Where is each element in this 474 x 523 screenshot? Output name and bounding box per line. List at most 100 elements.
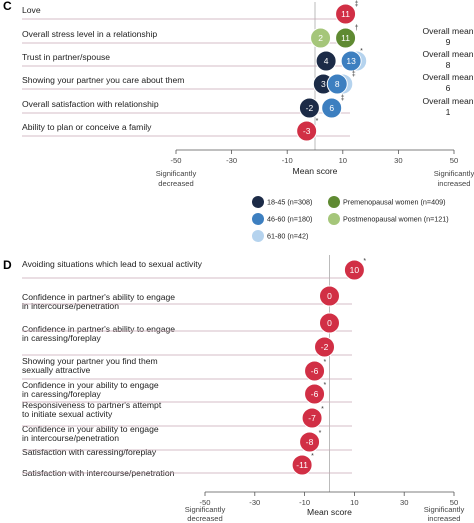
panel-d-axis-title: Mean score bbox=[307, 507, 352, 517]
panel-c-row-label: Overall stress level in a relationship bbox=[22, 29, 157, 39]
panel-d-point-value: 10 bbox=[350, 265, 360, 275]
panel-d-letter: D bbox=[3, 258, 12, 272]
panel-c-data-point bbox=[310, 27, 332, 49]
legend-swatch bbox=[252, 196, 264, 208]
legend-label: 18-45 (n=308) bbox=[267, 198, 312, 207]
panel-d-row-label: Responsiveness to partner's attempt bbox=[22, 400, 162, 410]
panel-c-left-end-label: Significantly bbox=[156, 169, 197, 178]
significance-marker: * bbox=[324, 382, 327, 389]
panel-c-data-point bbox=[335, 3, 357, 25]
panel-c-point-value: 4 bbox=[324, 56, 329, 66]
panel-c-point-value: 8 bbox=[335, 79, 340, 89]
panel-d-point-value: 0 bbox=[327, 291, 332, 301]
panel-c-data-point bbox=[296, 120, 318, 142]
panel-c-left-end-label: decreased bbox=[158, 179, 193, 188]
panel-d-row-label: Confidence in your ability to engage bbox=[22, 424, 159, 434]
panel-d-right-end-label: Significantly bbox=[424, 505, 465, 514]
panel-c-right-end-label: Significantly bbox=[434, 169, 474, 178]
panel-d-row-label: in caressing/foreplay bbox=[22, 333, 102, 343]
panel-c-letter: C bbox=[3, 0, 12, 13]
panel-d-tick-label: -10 bbox=[299, 498, 310, 507]
panel-d-left-end-label: Significantly bbox=[185, 505, 226, 514]
panel-c-data-point bbox=[315, 50, 337, 72]
panel-c-data-point bbox=[321, 97, 343, 119]
panel-d-data-point bbox=[299, 431, 321, 453]
panel-d-point-value: -7 bbox=[308, 413, 316, 423]
panel-d-row-label: in intercourse/penetration bbox=[22, 433, 119, 443]
panel-d-row-label: Confidence in partner's ability to engag… bbox=[22, 292, 175, 302]
panel-c-tick-label: 50 bbox=[450, 156, 458, 165]
panel-d-row-label: Satisfaction with caressing/foreplay bbox=[22, 447, 157, 457]
panel-c-chart: C Love Overall stress level in a relations… bbox=[3, 0, 474, 242]
panel-d-data-point bbox=[291, 454, 313, 476]
panel-d-row-label: Confidence in your ability to engage bbox=[22, 380, 159, 390]
panel-d-row-label: to initiate sexual activity bbox=[22, 409, 113, 419]
significance-marker: * bbox=[363, 258, 366, 265]
panel-c-data-point bbox=[298, 97, 320, 119]
panel-c-tick-label: -50 bbox=[171, 156, 182, 165]
panel-c-point-value: 2 bbox=[318, 33, 323, 43]
panel-c-point-value: 11 bbox=[341, 9, 350, 19]
panel-c-row-label: Showing your partner you care about them bbox=[22, 75, 184, 85]
significance-marker: ‡ bbox=[355, 1, 359, 8]
overall-mean-value: 6 bbox=[446, 83, 451, 93]
significance-marker: ‡ bbox=[352, 71, 356, 78]
panel-c-row-label: Overall satisfaction with relationship bbox=[22, 99, 159, 109]
panel-d-tick-label: -50 bbox=[200, 498, 211, 507]
panel-d-data-point bbox=[343, 259, 365, 281]
panel-c-point-value: 6 bbox=[329, 103, 334, 113]
legend-label: 46-60 (n=180) bbox=[267, 215, 312, 224]
significance-marker: * bbox=[319, 430, 322, 437]
significance-marker: ‡ bbox=[341, 95, 345, 102]
panel-d-data-point bbox=[319, 312, 340, 334]
panel-d-row-label: in caressing/foreplay bbox=[22, 389, 102, 399]
overall-mean-label: Overall mean bbox=[422, 26, 473, 36]
panel-d-point-value: 0 bbox=[327, 318, 332, 328]
panel-c-data-point bbox=[340, 50, 362, 72]
panel-d-row-label: Showing your partner you find them bbox=[22, 356, 158, 366]
panel-d-point-value: -2 bbox=[321, 342, 329, 352]
panel-c-point-value: 11 bbox=[341, 33, 350, 43]
panel-d-row-label: sexually attractive bbox=[22, 365, 91, 375]
panel-c-tick-label: -30 bbox=[226, 156, 237, 165]
overall-mean-value: 1 bbox=[446, 107, 451, 117]
panel-d-point-value: -8 bbox=[306, 437, 314, 447]
panel-d-point-value: -11 bbox=[296, 460, 308, 470]
significance-marker: * bbox=[321, 406, 324, 413]
panel-d-point-value: -6 bbox=[311, 389, 319, 399]
panel-d-data-point bbox=[314, 336, 336, 358]
panel-c-tick-label: 10 bbox=[339, 156, 347, 165]
panel-d-tick-label: 50 bbox=[450, 498, 458, 507]
overall-mean-label: Overall mean bbox=[422, 49, 473, 59]
legend-label: Premenopausal women (n=409) bbox=[343, 198, 445, 207]
legend-swatch bbox=[252, 230, 264, 242]
panel-c-tick-label: 30 bbox=[394, 156, 402, 165]
panel-d-tick-label: 30 bbox=[400, 498, 408, 507]
panel-c-axis-title: Mean score bbox=[293, 166, 338, 176]
significance-marker: * bbox=[360, 48, 363, 55]
significance-marker: * bbox=[311, 453, 314, 460]
legend-swatch bbox=[328, 196, 340, 208]
legend-swatch bbox=[252, 213, 264, 225]
panel-c-row-label: Trust in partner/spouse bbox=[22, 52, 110, 62]
panel-d-data-point bbox=[319, 285, 340, 307]
panel-c-row-label: Love bbox=[22, 5, 41, 15]
panel-d-point-value: -6 bbox=[311, 366, 319, 376]
panel-d-tick-label: -30 bbox=[249, 498, 260, 507]
panel-d-row-label: Avoiding situations which lead to sexual… bbox=[22, 259, 203, 269]
legend-label: Postmenopausal women (n=121) bbox=[343, 215, 449, 224]
overall-mean-label: Overall mean bbox=[422, 72, 473, 82]
panel-d-chart: D Avoiding situations which lead to sexua… bbox=[3, 255, 464, 523]
panel-d-tick-label: 10 bbox=[350, 498, 358, 507]
panel-d-data-point bbox=[304, 383, 326, 405]
panel-c-point-value: -2 bbox=[306, 103, 314, 113]
panel-d-row-label: Confidence in partner's ability to engag… bbox=[22, 324, 175, 334]
panel-d-data-point bbox=[304, 360, 326, 382]
panel-d-row-label: in intercourse/penetration bbox=[22, 301, 119, 311]
panel-c-point-value: 13 bbox=[346, 56, 356, 66]
legend-label: 61-80 (n=42) bbox=[267, 232, 308, 241]
panel-c-point-value: -3 bbox=[303, 126, 311, 136]
panel-c-row-label: Ability to plan or conceive a family bbox=[22, 122, 152, 132]
overall-mean-value: 8 bbox=[446, 60, 451, 70]
